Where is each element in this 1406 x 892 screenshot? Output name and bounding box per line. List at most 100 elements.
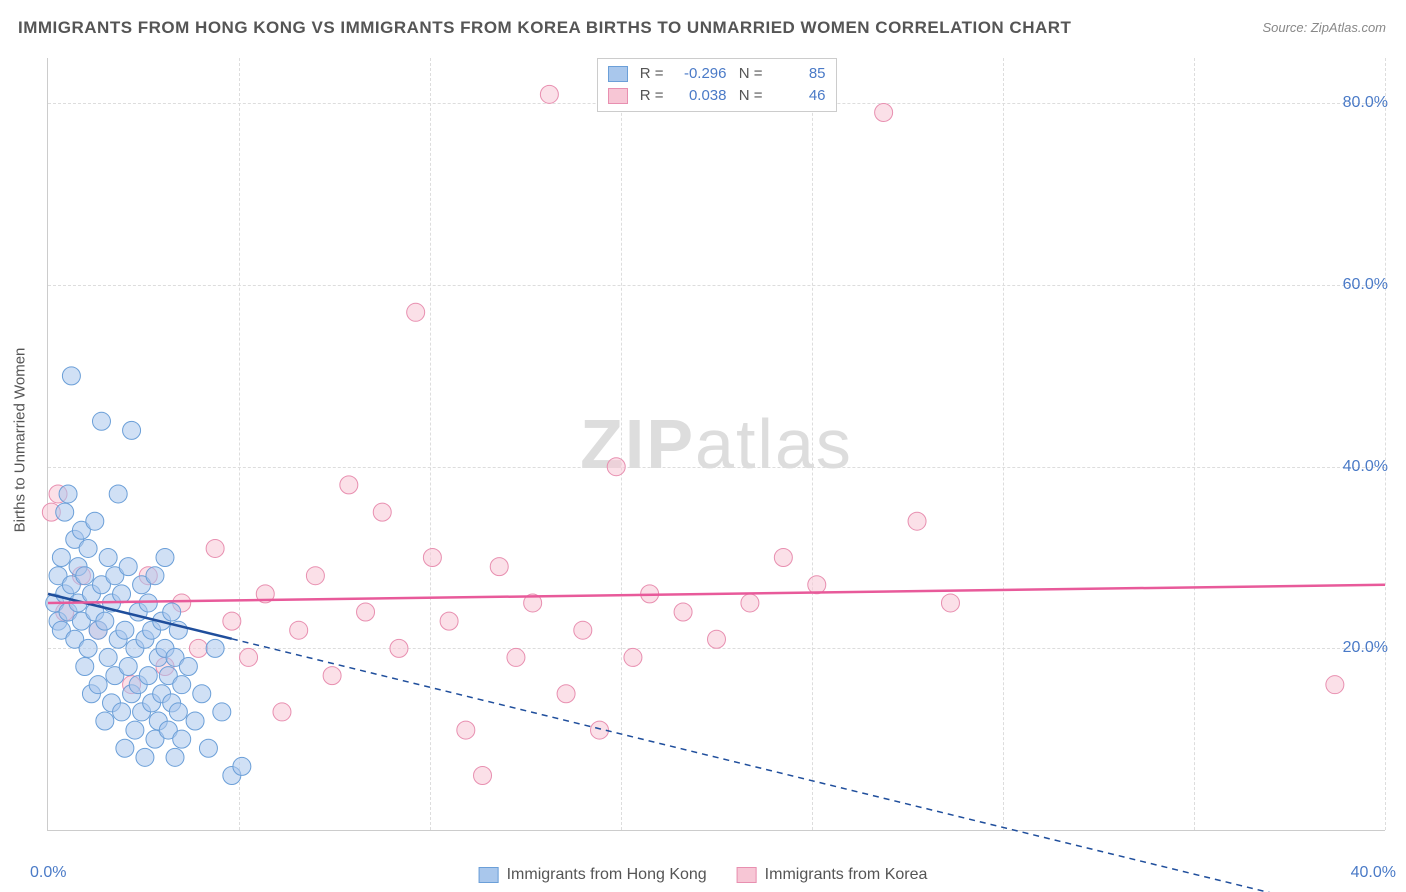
data-point [340, 476, 358, 494]
data-point [163, 603, 181, 621]
data-point [99, 648, 117, 666]
data-point [574, 621, 592, 639]
data-point [86, 512, 104, 530]
chart-title: IMMIGRANTS FROM HONG KONG VS IMMIGRANTS … [18, 18, 1071, 38]
y-axis-label: Births to Unmarried Women [12, 348, 29, 533]
legend-stats-row-1: R = 0.038 N = 46 [608, 85, 826, 107]
legend-item-hongkong: Immigrants from Hong Kong [479, 866, 707, 884]
y-tick-label: 80.0% [1343, 94, 1388, 112]
data-point [213, 703, 231, 721]
data-point [179, 658, 197, 676]
data-point [199, 739, 217, 757]
r-value-0: -0.296 [672, 63, 727, 85]
data-point [708, 630, 726, 648]
data-point [240, 648, 258, 666]
data-point [116, 621, 134, 639]
data-point [306, 567, 324, 585]
data-point [908, 512, 926, 530]
data-point [474, 767, 492, 785]
data-point [156, 549, 174, 567]
legend-label-hongkong: Immigrants from Hong Kong [507, 866, 707, 884]
data-point [490, 558, 508, 576]
data-point [233, 757, 251, 775]
scatter-svg [48, 58, 1385, 830]
legend-swatch-korea [737, 867, 757, 883]
data-point [674, 603, 692, 621]
data-point [223, 612, 241, 630]
data-point [76, 658, 94, 676]
data-point [373, 503, 391, 521]
n-value-1: 46 [771, 85, 826, 107]
legend-stats: R = -0.296 N = 85 R = 0.038 N = 46 [597, 58, 837, 112]
legend-stats-row-0: R = -0.296 N = 85 [608, 63, 826, 85]
y-tick-label: 20.0% [1343, 639, 1388, 657]
data-point [1326, 676, 1344, 694]
data-point [741, 594, 759, 612]
data-point [557, 685, 575, 703]
data-point [423, 549, 441, 567]
data-point [440, 612, 458, 630]
x-axis-max-label: 40.0% [1351, 864, 1396, 882]
data-point [193, 685, 211, 703]
plot-area: ZIPatlas R = -0.296 N = 85 R = 0.038 N =… [47, 58, 1385, 831]
r-label: R = [636, 85, 664, 107]
data-point [323, 667, 341, 685]
data-point [173, 730, 191, 748]
data-point [407, 303, 425, 321]
y-tick-label: 40.0% [1343, 458, 1388, 476]
x-axis-min-label: 0.0% [30, 864, 66, 882]
data-point [774, 549, 792, 567]
n-value-0: 85 [771, 63, 826, 85]
data-point [119, 658, 137, 676]
data-point [79, 539, 97, 557]
data-point [62, 367, 80, 385]
data-point [290, 621, 308, 639]
data-point [591, 721, 609, 739]
data-point [119, 558, 137, 576]
data-point [390, 639, 408, 657]
data-point [113, 703, 131, 721]
data-point [808, 576, 826, 594]
n-label: N = [735, 63, 763, 85]
y-tick-label: 60.0% [1343, 276, 1388, 294]
data-point [96, 612, 114, 630]
r-label: R = [636, 63, 664, 85]
data-point [146, 567, 164, 585]
data-point [273, 703, 291, 721]
data-point [136, 748, 154, 766]
legend-item-korea: Immigrants from Korea [737, 866, 928, 884]
data-point [139, 594, 157, 612]
data-point [189, 639, 207, 657]
legend-swatch-hongkong [479, 867, 499, 883]
data-point [507, 648, 525, 666]
data-point [52, 549, 70, 567]
data-point [139, 667, 157, 685]
data-point [109, 485, 127, 503]
data-point [169, 703, 187, 721]
data-point [540, 85, 558, 103]
data-point [79, 639, 97, 657]
data-point [96, 712, 114, 730]
trend-line [48, 585, 1385, 603]
source-attribution: Source: ZipAtlas.com [1262, 20, 1386, 35]
data-point [56, 503, 74, 521]
data-point [607, 458, 625, 476]
data-point [123, 421, 141, 439]
data-point [875, 103, 893, 121]
data-point [113, 585, 131, 603]
n-label: N = [735, 85, 763, 107]
data-point [59, 485, 77, 503]
data-point [76, 567, 94, 585]
data-point [92, 412, 110, 430]
data-point [116, 739, 134, 757]
data-point [173, 676, 191, 694]
data-point [357, 603, 375, 621]
data-point [206, 639, 224, 657]
data-point [166, 748, 184, 766]
data-point [89, 676, 107, 694]
legend-swatch-hongkong [608, 66, 628, 82]
legend-bottom: Immigrants from Hong Kong Immigrants fro… [479, 866, 928, 884]
legend-label-korea: Immigrants from Korea [765, 866, 928, 884]
data-point [186, 712, 204, 730]
r-value-1: 0.038 [672, 85, 727, 107]
